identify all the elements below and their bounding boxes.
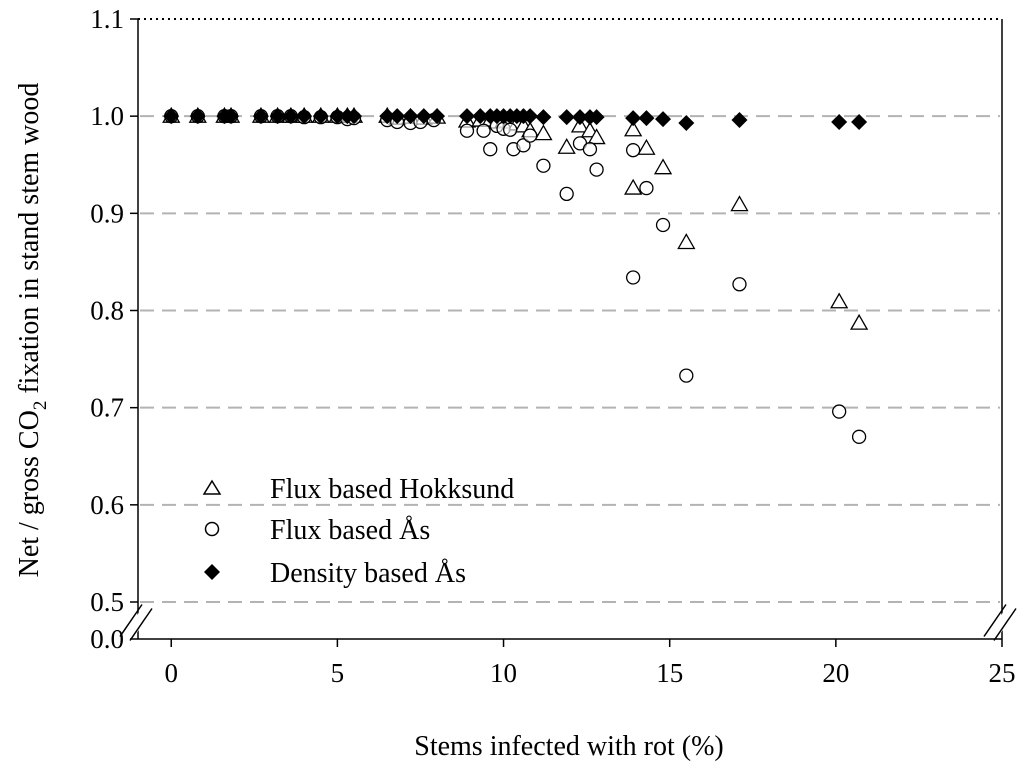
y-tick-label: 0.6 bbox=[90, 490, 124, 520]
point-density-as bbox=[472, 108, 489, 125]
point-flux-as bbox=[536, 158, 551, 173]
point-flux-as bbox=[589, 162, 604, 177]
axis-break-gap-left bbox=[125, 608, 151, 637]
point-flux-as bbox=[516, 138, 531, 153]
axis-break-gap-right bbox=[989, 608, 1015, 637]
y-axis-title-suffix: fixation in stand stem wood bbox=[14, 83, 45, 401]
point-density-as bbox=[329, 108, 346, 125]
point-density-as bbox=[625, 110, 642, 127]
point-density-as bbox=[346, 108, 362, 125]
data-points bbox=[162, 106, 869, 444]
axis-break-mark-left bbox=[129, 608, 153, 641]
point-density-as bbox=[458, 108, 475, 125]
point-density-as bbox=[223, 108, 240, 125]
point-density-as bbox=[269, 108, 286, 125]
point-flux-as bbox=[832, 404, 847, 419]
point-flux-as bbox=[732, 277, 747, 292]
point-density-as bbox=[831, 113, 848, 130]
x-tick-label: 0 bbox=[164, 658, 178, 688]
point-density-as bbox=[389, 108, 406, 125]
x-tick-label: 25 bbox=[989, 658, 1016, 688]
legend-item-flux-hokksund: Flux based Hokksund bbox=[202, 474, 514, 505]
point-flux-as bbox=[483, 142, 498, 157]
y-axis-title-prefix: Net / gross CO bbox=[14, 410, 45, 577]
point-density-as bbox=[379, 108, 396, 125]
point-density-as bbox=[638, 110, 655, 127]
point-flux-as bbox=[503, 122, 518, 137]
legend-item-flux-as: Flux based Ås bbox=[204, 515, 430, 546]
point-density-as bbox=[429, 108, 446, 125]
point-density-as bbox=[655, 111, 672, 128]
point-density-as bbox=[402, 108, 419, 125]
axis-ticks: 0.5 0.6 0.7 0.8 0.9 1.0 1.1 0.0 0 5 10 15 20 25 bbox=[90, 4, 1015, 688]
x-tick-label: 10 bbox=[490, 658, 517, 688]
point-flux-as bbox=[582, 142, 598, 157]
point-flux-hokksund bbox=[677, 233, 696, 250]
point-flux-hokksund bbox=[624, 178, 643, 195]
point-flux-hokksund bbox=[730, 195, 749, 212]
point-density-as bbox=[522, 108, 539, 125]
point-flux-as bbox=[851, 429, 867, 444]
point-density-as bbox=[851, 113, 868, 130]
point-density-as bbox=[558, 109, 575, 126]
point-density-as bbox=[189, 108, 206, 125]
point-flux-hokksund bbox=[653, 158, 673, 175]
y-tick-label: 1.1 bbox=[90, 4, 124, 34]
legend-triangle-marker bbox=[202, 479, 222, 495]
y-tick-label: 0.5 bbox=[90, 587, 124, 617]
legend-label-flux-hokksund: Flux based Hokksund bbox=[270, 474, 514, 505]
point-density-as bbox=[252, 108, 269, 125]
point-density-as bbox=[678, 114, 695, 131]
point-density-as bbox=[588, 109, 605, 126]
axis-break-mark-right bbox=[993, 608, 1017, 641]
plot-frame bbox=[119, 18, 1017, 641]
point-flux-hokksund bbox=[557, 137, 576, 154]
y-axis-title: Net / gross CO2 fixation in stand stem w… bbox=[14, 83, 51, 578]
y-tick-label: 0.7 bbox=[90, 393, 124, 423]
point-flux-hokksund bbox=[624, 120, 643, 137]
point-flux-as bbox=[679, 368, 694, 383]
axis-break-mark-left bbox=[119, 604, 143, 637]
x-tick-label: 20 bbox=[822, 658, 849, 688]
point-density-as bbox=[296, 108, 313, 125]
point-density-as bbox=[282, 108, 299, 125]
point-density-as bbox=[312, 108, 329, 125]
legend-diamond-marker bbox=[204, 564, 220, 580]
point-flux-as bbox=[625, 270, 641, 285]
point-flux-hokksund bbox=[830, 292, 849, 309]
y-tick-label: 0.0 bbox=[90, 624, 124, 654]
y-tick-label: 1.0 bbox=[90, 101, 124, 131]
point-flux-hokksund bbox=[637, 138, 656, 155]
legend-label-flux-as: Flux based Ås bbox=[270, 515, 430, 546]
y-axis-title-subscript: 2 bbox=[30, 401, 51, 411]
point-density-as bbox=[415, 108, 432, 125]
point-density-as bbox=[535, 109, 552, 126]
axis-break-mark-right bbox=[983, 604, 1007, 637]
x-tick-label: 15 bbox=[656, 658, 683, 688]
point-density-as bbox=[163, 108, 180, 125]
point-flux-hokksund bbox=[534, 124, 553, 141]
legend-circle-marker bbox=[204, 521, 220, 537]
x-tick-label: 5 bbox=[331, 658, 345, 688]
point-flux-as bbox=[522, 128, 538, 143]
legend-item-density-as: Density based Ås bbox=[204, 558, 466, 589]
legend: Flux based Hokksund Flux based Ås Densit… bbox=[202, 474, 514, 589]
point-flux-hokksund bbox=[849, 313, 869, 330]
point-flux-as bbox=[655, 217, 671, 233]
legend-label-density-as: Density based Ås bbox=[270, 558, 466, 589]
point-flux-as bbox=[559, 186, 574, 202]
point-density-as bbox=[571, 109, 588, 126]
point-flux-hokksund bbox=[587, 128, 606, 145]
point-density-as bbox=[731, 112, 748, 129]
point-flux-as bbox=[459, 123, 475, 138]
point-flux-as bbox=[625, 143, 641, 158]
y-tick-label: 0.9 bbox=[90, 198, 124, 228]
point-flux-as bbox=[476, 123, 491, 138]
x-axis-title: Stems infected with rot (%) bbox=[414, 731, 723, 762]
point-flux-as bbox=[639, 180, 654, 196]
y-tick-label: 0.8 bbox=[90, 296, 124, 326]
